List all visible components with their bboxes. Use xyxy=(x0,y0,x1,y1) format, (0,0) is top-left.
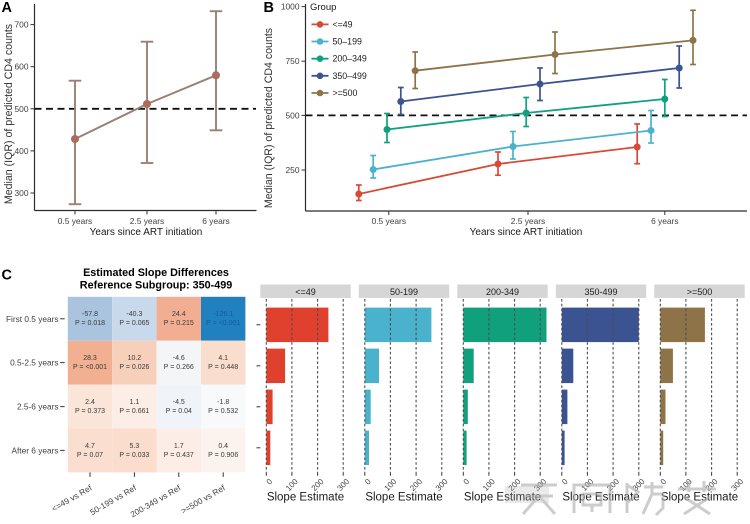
svg-text:-57.8: -57.8 xyxy=(82,311,98,318)
svg-text:0.5 years: 0.5 years xyxy=(372,216,406,226)
svg-text:B: B xyxy=(264,0,274,16)
svg-text:24.4: 24.4 xyxy=(172,311,186,318)
svg-text:>=500: >=500 xyxy=(333,88,358,98)
svg-text:2.5-6 years: 2.5-6 years xyxy=(17,402,59,412)
svg-text:600: 600 xyxy=(15,62,29,72)
svg-text:A: A xyxy=(2,0,13,16)
svg-text:C: C xyxy=(2,268,13,284)
svg-text:4.7: 4.7 xyxy=(85,443,95,450)
svg-text:P = 0.215: P = 0.215 xyxy=(164,320,194,327)
svg-text:0: 0 xyxy=(659,477,669,487)
svg-text:-40.3: -40.3 xyxy=(126,311,142,318)
svg-text:P = 0.018: P = 0.018 xyxy=(75,320,105,327)
svg-text:0: 0 xyxy=(462,477,472,487)
svg-text:6 years: 6 years xyxy=(202,216,229,226)
svg-text:Reference Subgroup: 350-499: Reference Subgroup: 350-499 xyxy=(80,280,232,292)
svg-text:<=49: <=49 xyxy=(295,287,316,297)
svg-text:P = 0.906: P = 0.906 xyxy=(208,452,238,459)
svg-text:0: 0 xyxy=(560,477,570,487)
svg-text:0: 0 xyxy=(363,477,373,487)
svg-text:-4.6: -4.6 xyxy=(173,355,185,362)
svg-text:2.5 years: 2.5 years xyxy=(130,216,164,226)
svg-text:P = 0.661: P = 0.661 xyxy=(119,408,149,415)
svg-text:Median (IQR) of predicted CD4: Median (IQR) of predicted CD4 counts xyxy=(3,24,15,204)
svg-text:400: 400 xyxy=(15,146,29,156)
svg-text:-4.5: -4.5 xyxy=(173,399,185,406)
svg-text:700: 700 xyxy=(15,20,29,30)
svg-text:P = 0.437: P = 0.437 xyxy=(164,452,194,459)
svg-text:P = 0.266: P = 0.266 xyxy=(164,364,194,371)
svg-text:Group: Group xyxy=(310,2,336,13)
svg-text:0: 0 xyxy=(265,477,275,487)
svg-text:250: 250 xyxy=(286,165,300,175)
svg-text:P = <0.001: P = <0.001 xyxy=(206,320,240,327)
svg-text:2.4: 2.4 xyxy=(85,399,95,406)
svg-text:0.5-2.5 years: 0.5-2.5 years xyxy=(10,358,58,368)
svg-text:Estimated Slope Differences: Estimated Slope Differences xyxy=(83,267,229,279)
svg-text:P = 0.065: P = 0.065 xyxy=(119,320,149,327)
svg-text:10.2: 10.2 xyxy=(128,355,142,362)
svg-text:200-349: 200-349 xyxy=(486,287,519,297)
svg-text:-1.8: -1.8 xyxy=(217,399,229,406)
svg-text:Slope Estimate: Slope Estimate xyxy=(464,492,541,504)
svg-text:P = 0.373: P = 0.373 xyxy=(75,408,105,415)
svg-text:Years since ART initiation: Years since ART initiation xyxy=(470,227,583,238)
svg-text:P = 0.026: P = 0.026 xyxy=(119,364,149,371)
svg-text:First 0.5 years: First 0.5 years xyxy=(6,314,59,324)
svg-text:0.4: 0.4 xyxy=(218,443,228,450)
svg-text:<=49: <=49 xyxy=(333,19,353,29)
svg-text:Years since ART initiation: Years since ART initiation xyxy=(90,227,203,238)
svg-text:50-199: 50-199 xyxy=(390,287,418,297)
svg-text:300: 300 xyxy=(15,188,29,198)
svg-text:After 6 years: After 6 years xyxy=(11,445,58,455)
svg-text:P = 0.04: P = 0.04 xyxy=(166,408,192,415)
svg-text:6 years: 6 years xyxy=(651,216,678,226)
svg-text:1000: 1000 xyxy=(281,2,300,12)
svg-text:2.5 years: 2.5 years xyxy=(511,216,545,226)
svg-text:350-499: 350-499 xyxy=(584,287,617,297)
svg-text:>=500: >=500 xyxy=(687,287,713,297)
svg-text:1.1: 1.1 xyxy=(130,399,140,406)
svg-text:P = 0.448: P = 0.448 xyxy=(208,364,238,371)
svg-text:5.3: 5.3 xyxy=(130,443,140,450)
svg-text:P = 0.532: P = 0.532 xyxy=(208,408,238,415)
svg-text:500: 500 xyxy=(15,104,29,114)
svg-text:750: 750 xyxy=(286,56,300,66)
svg-text:28.3: 28.3 xyxy=(83,355,97,362)
svg-text:P = 0.07: P = 0.07 xyxy=(77,452,103,459)
svg-text:Slope Estimate: Slope Estimate xyxy=(661,492,738,504)
svg-text:Median (IQR) of predicted CD4: Median (IQR) of predicted CD4 counts xyxy=(263,28,275,208)
svg-text:P = <0.001: P = <0.001 xyxy=(73,364,107,371)
svg-text:Slope Estimate: Slope Estimate xyxy=(267,492,344,504)
svg-text:-126.1: -126.1 xyxy=(213,311,233,318)
svg-text:1.7: 1.7 xyxy=(174,443,184,450)
svg-text:Slope Estimate: Slope Estimate xyxy=(365,492,442,504)
svg-text:4.1: 4.1 xyxy=(218,355,228,362)
svg-text:P = 0.033: P = 0.033 xyxy=(119,452,149,459)
svg-text:500: 500 xyxy=(286,110,300,120)
svg-text:200–349: 200–349 xyxy=(333,54,367,64)
svg-text:0.5 years: 0.5 years xyxy=(58,216,92,226)
svg-text:50–199: 50–199 xyxy=(333,37,362,47)
svg-text:350–499: 350–499 xyxy=(333,71,367,81)
